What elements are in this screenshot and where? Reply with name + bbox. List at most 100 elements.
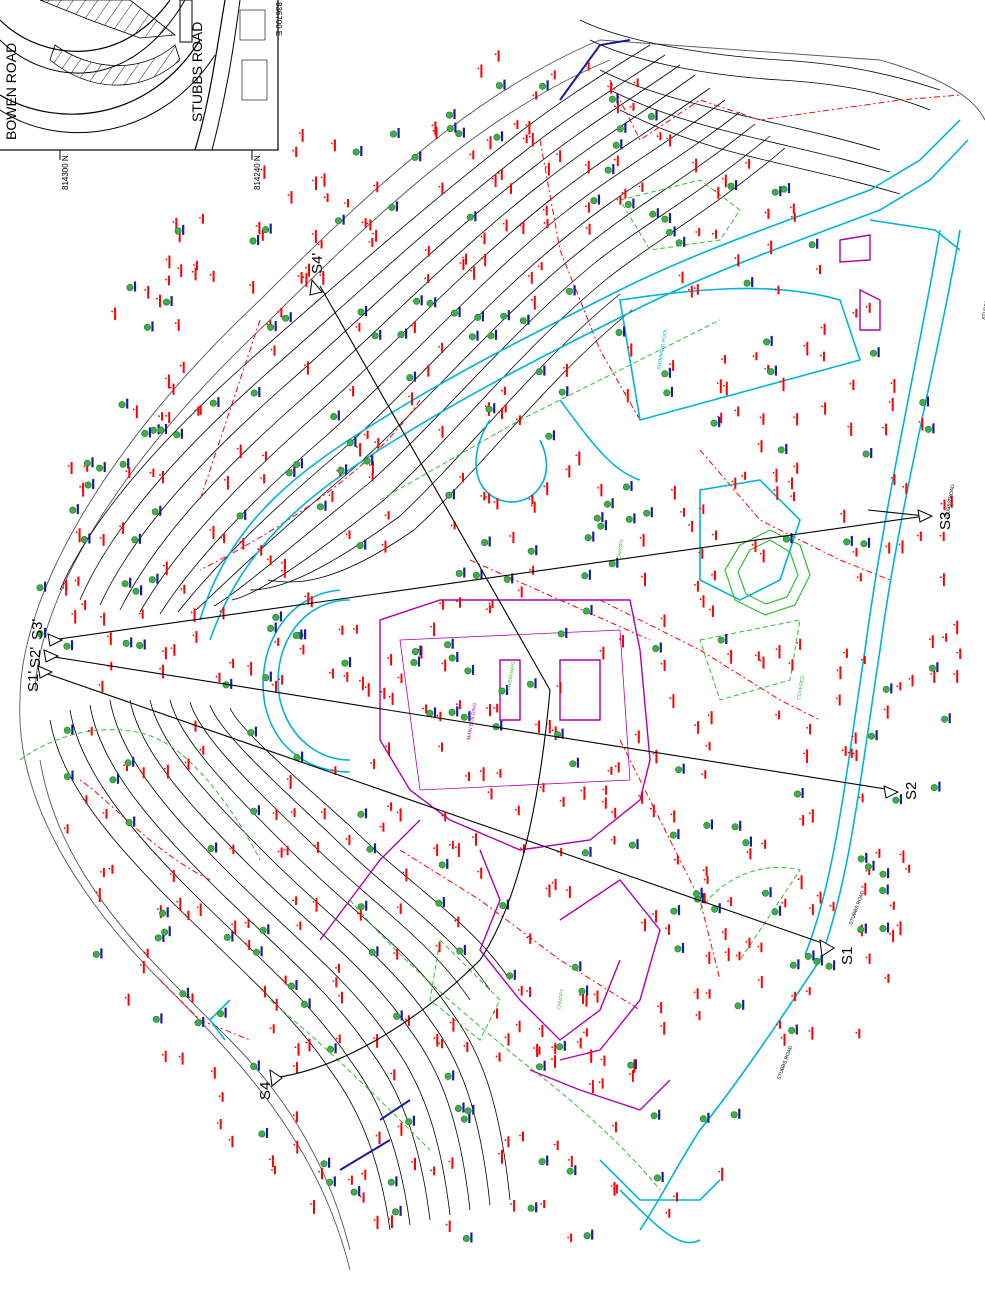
spot-level-mark xyxy=(396,949,399,960)
spot-level-mark xyxy=(413,321,416,334)
spot-level-mark xyxy=(528,121,531,135)
spot-level-mark xyxy=(497,50,500,62)
spot-level-mark xyxy=(943,499,946,510)
tree-symbol xyxy=(506,972,514,980)
spot-level-mark xyxy=(522,844,525,853)
spot-level-mark xyxy=(540,262,543,271)
tree-tag-mark xyxy=(566,386,569,397)
spot-level-mark xyxy=(559,150,562,163)
spot-level-mark xyxy=(724,174,727,188)
spot-level-point xyxy=(229,847,232,850)
tree-symbol xyxy=(391,1208,399,1216)
tree-symbol xyxy=(352,148,360,156)
tree-symbol xyxy=(538,82,546,90)
spot-level-mark xyxy=(289,775,292,789)
tree-tag-mark xyxy=(801,788,804,798)
spot-level-point xyxy=(847,425,850,428)
spot-level-mark xyxy=(554,1055,556,1068)
spot-level-point xyxy=(600,1058,603,1061)
spot-level-mark xyxy=(362,1192,365,1203)
tree-symbol xyxy=(731,823,739,831)
tree-symbol xyxy=(867,732,875,740)
spot-level-mark xyxy=(760,976,763,989)
spot-level-point xyxy=(757,945,760,948)
section-label-s2: S2 xyxy=(903,782,920,800)
tree-symbol xyxy=(782,535,790,543)
tree-symbol xyxy=(499,901,507,909)
spot-level-mark xyxy=(809,723,812,735)
spot-level-mark xyxy=(489,704,491,717)
spot-level-mark xyxy=(878,848,881,858)
spot-level-point xyxy=(611,810,614,813)
spot-level-mark xyxy=(518,415,521,426)
spot-level-mark xyxy=(496,498,499,510)
spot-level-point xyxy=(184,913,187,916)
spot-level-mark xyxy=(556,1140,559,1151)
spot-level-point xyxy=(445,1223,448,1226)
spot-level-point xyxy=(125,470,128,473)
spot-level-mark xyxy=(322,271,325,285)
spot-level-mark xyxy=(808,987,811,996)
spot-level-mark xyxy=(854,732,857,744)
spot-level-point xyxy=(953,673,956,675)
spot-level-point xyxy=(433,847,435,850)
tree-tag-mark xyxy=(180,428,183,439)
spot-level-mark xyxy=(105,809,108,819)
tree-symbol xyxy=(454,1105,462,1113)
tree-symbol xyxy=(462,1235,470,1243)
spot-level-mark xyxy=(655,749,658,764)
spot-level-point xyxy=(799,818,801,820)
tree-tag-mark xyxy=(130,637,133,648)
spot-level-mark xyxy=(721,1167,724,1181)
spot-level-mark xyxy=(641,182,644,192)
tree-symbol xyxy=(346,439,354,447)
tree-symbol xyxy=(593,514,601,522)
spot-level-mark xyxy=(164,1050,167,1063)
spot-level-point xyxy=(836,669,839,672)
spot-level-point xyxy=(497,172,500,175)
spot-level-point xyxy=(545,887,548,890)
spot-level-mark xyxy=(358,322,361,332)
tree-symbol xyxy=(445,491,453,499)
spot-level-point xyxy=(803,752,805,755)
tree-tag-mark xyxy=(612,164,615,175)
tree-tag-mark xyxy=(592,531,595,542)
tree-tag-mark xyxy=(452,1070,455,1081)
spot-level-point xyxy=(320,811,323,813)
spot-level-mark xyxy=(300,272,303,284)
spot-level-point xyxy=(806,726,808,729)
spot-level-point xyxy=(302,276,305,278)
spot-level-point xyxy=(132,408,135,411)
spot-level-point xyxy=(438,185,441,188)
spot-level-mark xyxy=(306,361,309,375)
tree-tag-mark xyxy=(304,629,307,640)
spot-level-mark xyxy=(823,351,825,362)
tree-symbol xyxy=(387,1178,395,1186)
tree-symbol xyxy=(293,460,301,468)
spot-level-point xyxy=(99,537,102,539)
spot-level-mark xyxy=(451,840,454,849)
spot-level-point xyxy=(858,796,861,799)
tree-symbol xyxy=(438,861,446,869)
spot-level-mark xyxy=(483,491,486,501)
spot-level-point xyxy=(293,1143,296,1146)
spot-level-point xyxy=(293,1065,295,1067)
spot-level-mark xyxy=(863,655,866,665)
spot-level-point xyxy=(865,956,868,959)
section-label-s1: S1 xyxy=(839,947,856,965)
tree-tag-mark xyxy=(44,627,47,638)
spot-level-mark xyxy=(676,1192,678,1202)
spot-level-point xyxy=(487,791,490,794)
spot-level-mark xyxy=(720,412,723,424)
tree-tag-mark xyxy=(616,93,619,104)
grid-north-upper-label: 814300 N xyxy=(61,155,70,190)
spot-level-mark xyxy=(793,492,795,502)
tree-tag-mark xyxy=(886,884,889,895)
stubbs-road-label: STUBBS ROAD xyxy=(189,22,205,122)
tree-symbol xyxy=(669,831,677,839)
spot-level-point xyxy=(757,979,760,981)
tree-tag-mark xyxy=(579,961,582,972)
spot-level-point xyxy=(79,485,81,488)
spot-level-mark xyxy=(222,607,225,620)
tree-tag-mark xyxy=(735,180,738,191)
